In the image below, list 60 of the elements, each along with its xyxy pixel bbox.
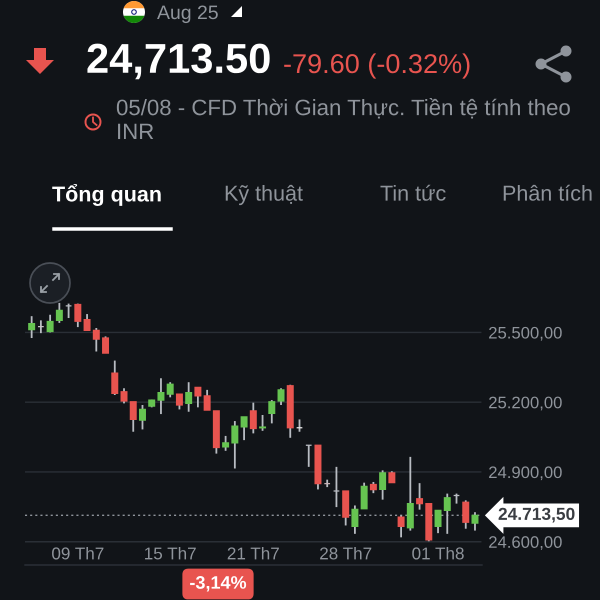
candlestick [37,319,44,334]
candlestick [166,381,174,398]
x-tick-label: 21 Th7 [228,546,279,560]
candlestick [130,400,137,433]
candlestick [120,387,128,404]
candlestick [65,302,72,319]
candlestick [434,509,442,534]
chart-title: Aug 25 [157,5,218,24]
candlestick [250,402,257,434]
text: Tổng quan [52,184,161,206]
y-tick-label: 24.600,00 [489,536,562,550]
x-tick-label: 09 Th7 [52,546,104,560]
text: Kỹ thuật [226,184,303,206]
text: -79.60 (-0.32%) [284,53,470,79]
x-tick-label: 15 Th7 [145,546,196,560]
candlestick [138,404,146,430]
ref-line-label: 24.713,50 [498,508,575,523]
x-tick-label: 28 Th7 [320,546,372,560]
candlestick [398,514,405,538]
candlestick [453,492,460,505]
y-tick-label: 25.500,00 [489,326,562,341]
candlestick [268,399,276,424]
y-tick-label: 25.200,00 [489,396,562,410]
candlestick [204,388,211,412]
candlestick [92,327,100,352]
candlestick [379,469,386,501]
candlestick [388,470,396,484]
candlestick [102,335,110,354]
y-tick-label: 24.900,00 [489,466,562,480]
candlestick [259,414,266,432]
candlestick [185,381,192,413]
candlestick [462,499,470,530]
candlestick [111,360,118,396]
text: Phân tích [504,184,592,201]
x-tick-label: 01 Th8 [412,546,464,560]
candlestick [416,482,424,511]
candlestick [305,444,312,468]
candlestick [74,302,82,328]
candlestick [157,377,164,415]
candlestick [278,387,285,406]
text: Tin tức [380,184,446,201]
text: 24,713.50 [87,44,270,80]
candlestick [28,315,36,339]
candlestick [56,302,63,324]
candlestick [176,393,183,410]
candlestick [240,416,248,442]
candlestick [231,420,238,470]
candlestick [370,481,377,494]
candlestick [471,511,478,532]
candlestick [332,466,340,508]
candlestick [46,314,54,334]
candlestick [296,418,303,433]
chart-subtitle: 05/08 - CFD Thời Gian Thực. Tiền tệ tính theo INR [116,98,570,140]
candlestick [222,435,230,452]
candlestick [194,386,202,408]
candlestick [444,492,451,535]
candlestick [360,482,368,510]
candlestick [351,504,358,535]
candlestick [84,313,91,332]
text: -3,14% [190,576,246,592]
